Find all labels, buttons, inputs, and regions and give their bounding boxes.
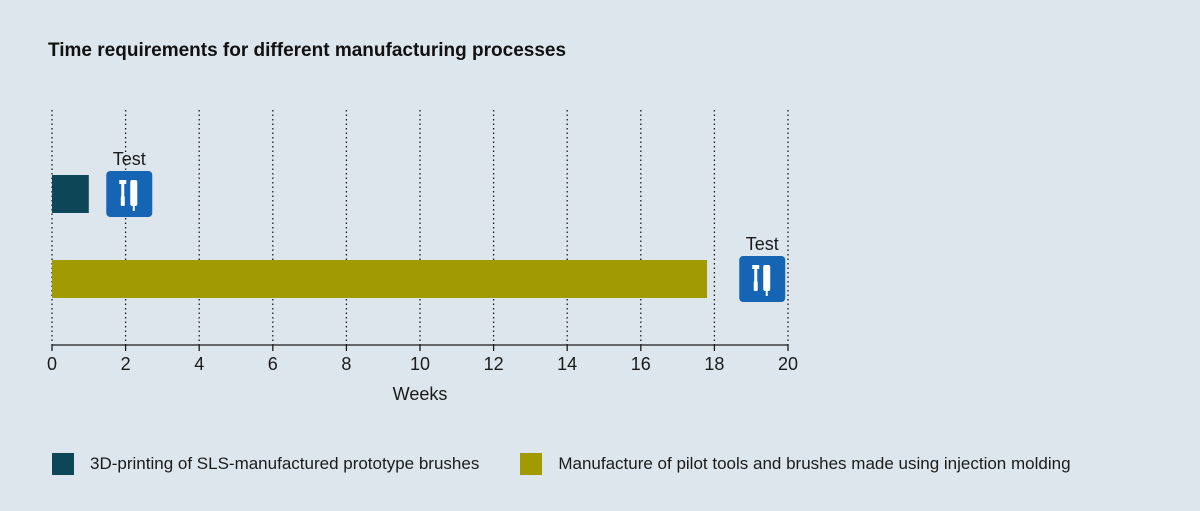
legend-swatch-sls bbox=[52, 453, 74, 475]
milestones: Test Test bbox=[106, 149, 786, 302]
mascara-brush-icon bbox=[106, 171, 153, 217]
tick-label-4: 4 bbox=[194, 354, 204, 374]
legend-label-sls: 3D-printing of SLS-manufactured prototyp… bbox=[90, 454, 480, 473]
legend-label-injection: Manufacture of pilot tools and brushes m… bbox=[558, 454, 1071, 473]
brush-bristles bbox=[753, 281, 758, 291]
tick-label-16: 16 bbox=[631, 354, 651, 374]
test-label-0: Test bbox=[113, 149, 146, 169]
tick-label-18: 18 bbox=[704, 354, 724, 374]
wand-stick bbox=[754, 265, 758, 281]
tick-label-14: 14 bbox=[557, 354, 577, 374]
tick-label-20: 20 bbox=[778, 354, 798, 374]
mascara-brush-icon bbox=[739, 256, 786, 302]
legend-item-injection: Manufacture of pilot tools and brushes m… bbox=[520, 453, 1071, 475]
tick-label-10: 10 bbox=[410, 354, 430, 374]
test-label-1: Test bbox=[746, 234, 779, 254]
legend-swatch-injection bbox=[520, 453, 543, 475]
bars bbox=[52, 175, 708, 298]
x-axis-label: Weeks bbox=[393, 384, 448, 404]
tick-label-8: 8 bbox=[341, 354, 351, 374]
bar-1 bbox=[52, 260, 708, 298]
tube-tip bbox=[765, 291, 768, 296]
grid-lines bbox=[51, 110, 789, 345]
brush-bristles bbox=[120, 196, 125, 206]
tick-label-12: 12 bbox=[484, 354, 504, 374]
bar-0 bbox=[52, 175, 89, 213]
x-axis: 0 2 4 6 8 10 12 14 16 18 20 bbox=[47, 344, 798, 374]
tick-label-0: 0 bbox=[47, 354, 57, 374]
tick-label-6: 6 bbox=[268, 354, 278, 374]
chart-title: Time requirements for different manufact… bbox=[48, 40, 567, 61]
gantt-chart: Test Test 0 2 4 6 8 10 12 14 16 18 20 Weeks bbox=[47, 110, 798, 404]
wand-stick bbox=[121, 180, 125, 196]
tube-body bbox=[763, 265, 771, 291]
legend-item-sls: 3D-printing of SLS-manufactured prototyp… bbox=[52, 453, 479, 475]
wand-head bbox=[119, 180, 127, 184]
legend: 3D-printing of SLS-manufactured prototyp… bbox=[52, 453, 1071, 475]
test-icon-bg bbox=[106, 171, 153, 217]
tube-tip bbox=[132, 206, 135, 211]
tick-label-2: 2 bbox=[121, 354, 131, 374]
wand-head bbox=[752, 265, 760, 269]
tube-body bbox=[130, 180, 138, 206]
test-icon-bg bbox=[739, 256, 786, 302]
